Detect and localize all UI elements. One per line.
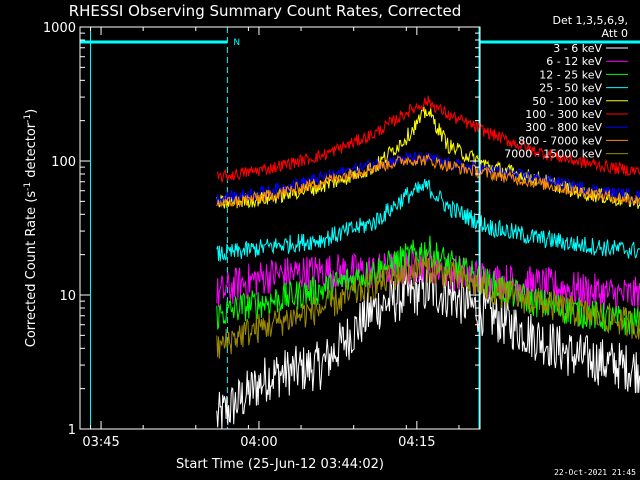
y-axis: 1 10 100 1000 (43, 21, 480, 438)
x-tick-label-2: 04:15 (398, 435, 435, 450)
series-line-7 (216, 152, 640, 208)
legend-label-4: 50 - 100 keV (532, 95, 602, 108)
chart-title: RHESSI Observing Summary Count Rates, Co… (69, 2, 462, 20)
y-tick-label-0: 1 (68, 423, 76, 438)
y-tick-label-3: 1000 (43, 21, 76, 36)
series-line-5 (216, 95, 640, 183)
footer-date: 22-Oct-2021 21:45 (554, 468, 636, 477)
x-axis-label: Start Time (25-Jun-12 03:44:02) (176, 457, 384, 472)
plot-frame (79, 26, 481, 430)
x-axis: 03:45 04:00 04:15 (82, 27, 460, 450)
legend-label-5: 100 - 300 keV (525, 108, 602, 121)
legend-label-8: 7000 - 15000 keV (504, 148, 602, 161)
series-line-0 (216, 268, 640, 430)
legend-label-7: 800 - 7000 keV (518, 134, 602, 147)
plot-area: N (80, 27, 640, 430)
series-line-8 (216, 252, 640, 359)
y-tick-label-2: 100 (51, 155, 76, 170)
legend-label-3: 25 - 50 keV (539, 82, 602, 95)
flag-label-n: N (233, 38, 240, 48)
legend-label-0: 3 - 6 keV (553, 42, 602, 55)
legend-header-line-2: Att 0 (602, 27, 628, 40)
y-axis-label: Corrected Count Rate (s-1 detector-1) (23, 109, 39, 347)
x-tick-label-0: 03:45 (82, 435, 119, 450)
series-line-2 (216, 235, 640, 338)
y-tick-label-1: 10 (59, 289, 76, 304)
legend-label-2: 12 - 25 keV (539, 68, 602, 81)
series-line-3 (216, 178, 640, 262)
legend-header-line-1: Det 1,3,5,6,9, (552, 14, 628, 27)
x-tick-label-1: 04:00 (240, 435, 277, 450)
series-line-1 (216, 248, 640, 313)
legend-label-6: 300 - 800 keV (525, 121, 602, 134)
legend-label-1: 6 - 12 keV (546, 55, 602, 68)
